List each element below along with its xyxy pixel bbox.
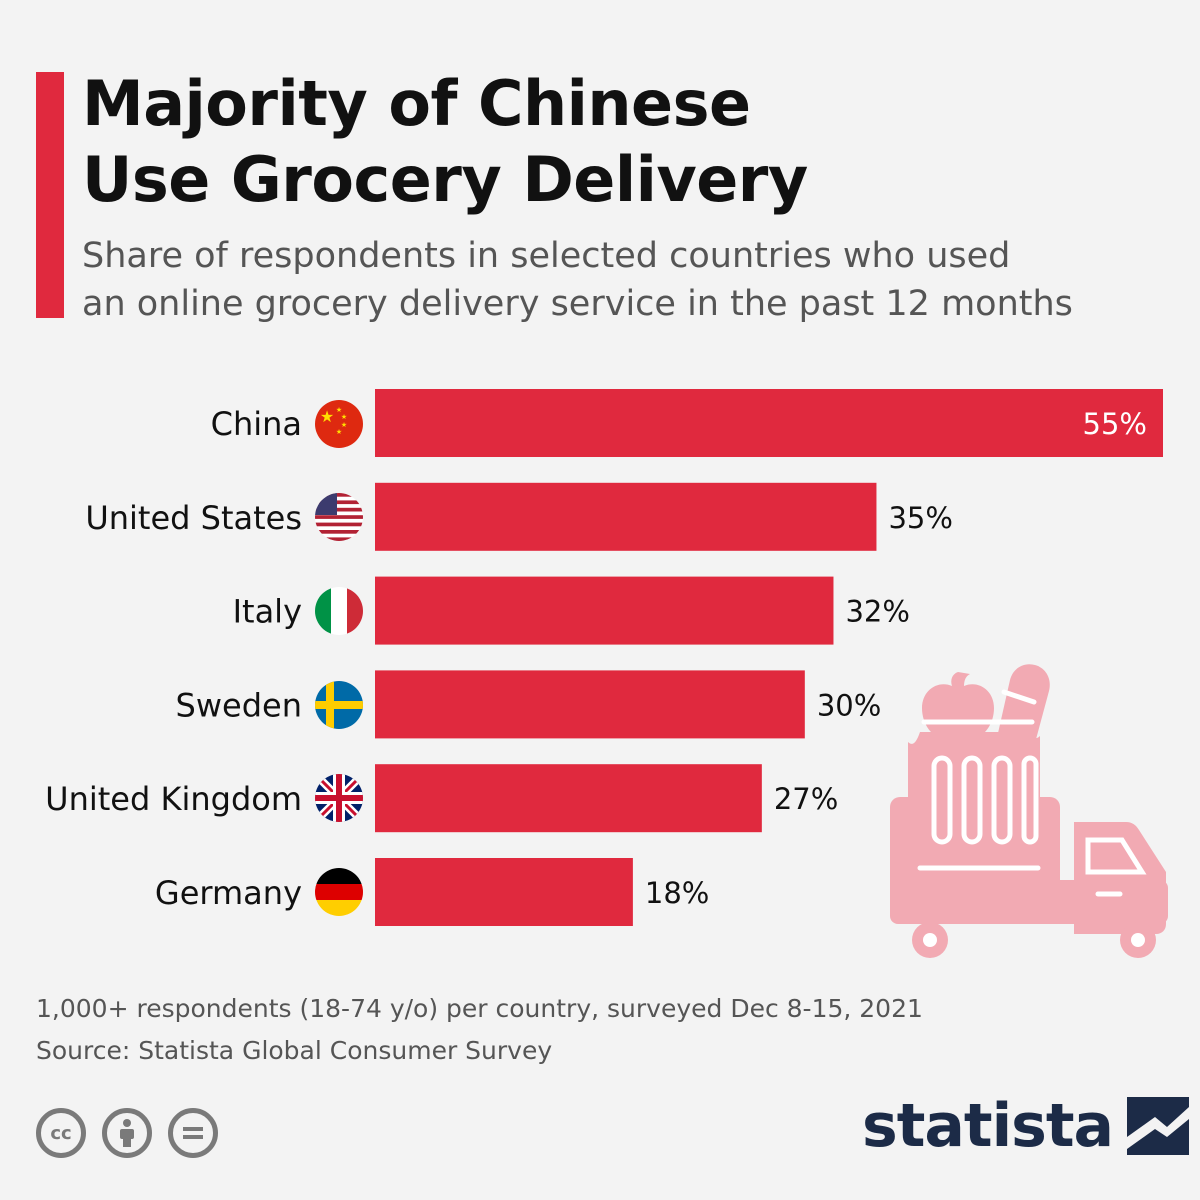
grocery-truck-icon <box>890 664 1168 958</box>
no-derivatives-icon[interactable] <box>168 1108 218 1158</box>
value-label: 27% <box>774 782 838 816</box>
svg-text:★: ★ <box>341 413 347 421</box>
category-label: Sweden <box>176 686 302 724</box>
bar-germany <box>375 858 633 926</box>
value-label: 55% <box>1083 407 1147 441</box>
footnote: 1,000+ respondents (18-74 y/o) per count… <box>36 988 1036 1072</box>
title-accent-bar <box>36 72 64 318</box>
subtitle-line-2: an online grocery delivery service in th… <box>82 284 1073 324</box>
respondents-note: 1,000+ respondents (18-74 y/o) per count… <box>36 994 923 1023</box>
usa-flag-icon <box>315 493 363 541</box>
title-line-2: Use Grocery Delivery <box>82 143 808 216</box>
italy-flag-icon <box>315 587 363 635</box>
category-label: Germany <box>155 874 302 912</box>
source-note: Source: Statista Global Consumer Survey <box>36 1036 553 1065</box>
china-flag-icon: ★ ★ ★ ★ ★ <box>315 400 363 448</box>
title-line-1: Majority of Chinese <box>82 67 751 140</box>
cc-icon[interactable]: cc <box>36 1108 86 1158</box>
subtitle-line-1: Share of respondents in selected countri… <box>82 236 1011 276</box>
category-label: United States <box>85 499 302 537</box>
bar-china <box>375 389 1163 457</box>
attribution-icon[interactable] <box>102 1108 152 1158</box>
category-label: United Kingdom <box>45 780 302 818</box>
svg-text:★: ★ <box>320 407 334 426</box>
statista-logo-icon <box>1127 1097 1190 1155</box>
svg-text:★: ★ <box>341 421 347 429</box>
bar-italy <box>375 576 834 645</box>
bar-sweden <box>375 670 805 739</box>
value-label: 30% <box>817 688 881 722</box>
page-title: Majority of Chinese Use Grocery Delivery <box>82 66 1162 218</box>
bars-layer: China 55% United States 35% Italy 32% Sweden 30… <box>45 389 1163 926</box>
category-label: Italy <box>233 593 302 631</box>
category-label: China <box>211 405 302 443</box>
subtitle: Share of respondents in selected countri… <box>82 232 1172 328</box>
brand-name: statista <box>862 1091 1114 1161</box>
license-icons: cc <box>36 1108 218 1158</box>
bar-united-kingdom <box>375 764 762 833</box>
svg-text:★: ★ <box>336 428 342 436</box>
bar-united-states <box>375 482 877 551</box>
uk-flag-icon <box>315 774 363 822</box>
value-label: 18% <box>645 876 709 910</box>
statista-logo[interactable]: statista <box>862 1091 1190 1161</box>
sweden-flag-icon <box>315 681 363 729</box>
germany-flag-icon <box>315 868 363 916</box>
svg-text:★: ★ <box>336 406 342 414</box>
value-label: 35% <box>888 501 952 535</box>
value-label: 32% <box>845 595 909 629</box>
